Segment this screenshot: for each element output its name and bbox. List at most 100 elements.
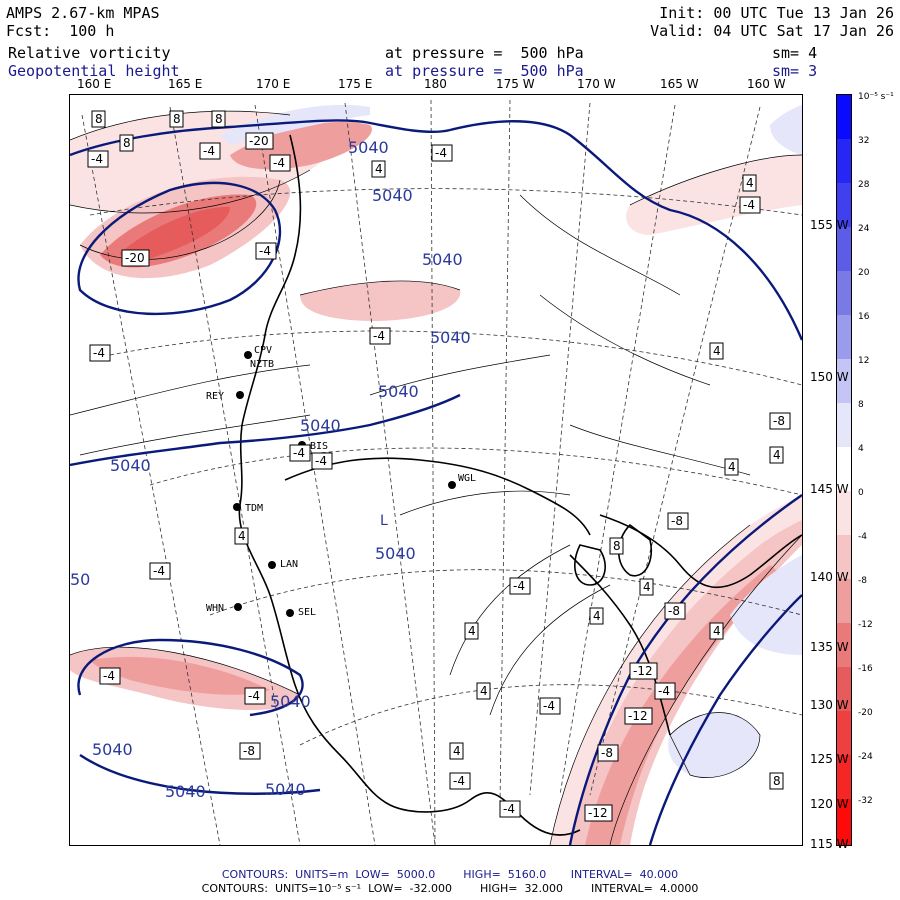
height-label: 5040 — [378, 382, 419, 401]
vort-label-box — [709, 342, 724, 360]
vort-label: -4 — [499, 800, 521, 818]
meridian — [344, 102, 436, 845]
meridian — [254, 104, 376, 845]
vort-label: -20 — [121, 249, 150, 267]
vort-label: 8 — [91, 110, 106, 128]
lat-label: 140 W — [810, 570, 849, 584]
vort-label: 4 — [234, 527, 249, 545]
vort-label-text: -4 — [543, 699, 555, 713]
vort-label-text: 4 — [773, 448, 781, 462]
station-label: CPV — [254, 345, 272, 356]
lon-label: 170 W — [577, 77, 616, 91]
station-dot — [448, 481, 456, 489]
vort-contour — [519, 194, 681, 296]
lon-label: 180 — [424, 77, 447, 91]
station-markers: CPV NZTB REY BIS TDM LAN WHN SEL WGL — [206, 345, 476, 618]
vort-label-box — [539, 697, 561, 715]
height-label: 5040 — [270, 692, 311, 711]
vort-label-text: 4 — [593, 609, 601, 623]
vort-label-box — [639, 578, 654, 596]
colorbar-tick: 16 — [858, 312, 870, 322]
vort-label: -4 — [149, 562, 171, 580]
vort-label-text: 4 — [746, 176, 754, 190]
colorbar-tick: -4 — [858, 532, 867, 542]
meridian — [430, 99, 436, 845]
station-label: REY — [206, 391, 224, 402]
vort-label-text: -8 — [773, 414, 785, 428]
vort-label: 4 — [449, 742, 464, 760]
height-label: 5040 — [375, 544, 416, 563]
lat-label: 125 W — [810, 752, 849, 766]
lon-label: 160 E — [77, 77, 112, 91]
vort-label-box — [464, 622, 479, 640]
vort-contour — [549, 524, 751, 845]
vort-label-box — [371, 160, 386, 178]
vort-label-text: -4 — [248, 689, 260, 703]
vort-label: 4 — [742, 174, 757, 192]
field2-level: at pressure = 500 hPa — [385, 62, 584, 80]
vort-label-text: -4 — [373, 329, 385, 343]
colorbar-tick: 24 — [858, 224, 870, 234]
vort-label: -4 — [99, 667, 121, 685]
vort-label-text: -4 — [743, 198, 755, 212]
vort-fill-positive — [668, 712, 760, 778]
height-contour — [79, 754, 321, 795]
vort-label-text: -8 — [671, 514, 683, 528]
vort-label: -4 — [739, 196, 761, 214]
vort-label-box — [664, 602, 686, 620]
vort-contour — [70, 646, 301, 696]
vort-label: -8 — [769, 412, 791, 430]
vort-label: -4 — [289, 444, 311, 462]
vort-label: -8 — [667, 512, 689, 530]
vort-label-box — [121, 249, 150, 267]
vort-contour — [569, 424, 751, 476]
colorbar-segment — [837, 447, 851, 491]
parallel — [109, 330, 802, 386]
vort-label: 4 — [769, 446, 784, 464]
field2-name: Geopotential height — [8, 62, 180, 80]
height-label: 5040 — [422, 250, 463, 269]
vort-contour — [79, 414, 311, 456]
vort-label-text: 8 — [773, 774, 781, 788]
vorticity-shading — [70, 104, 802, 845]
vort-label-text: -4 — [273, 156, 285, 170]
graticule — [81, 99, 802, 845]
lat-label: 145 W — [810, 482, 849, 496]
height-label: 5040 — [430, 328, 471, 347]
vort-fill-negative — [90, 656, 270, 695]
colorbar-tick: -8 — [858, 576, 867, 586]
model-title: AMPS 2.67-km MPAS — [6, 4, 160, 22]
vort-label-text: 4 — [713, 344, 721, 358]
vort-label-box — [654, 682, 676, 700]
vort-fill-negative — [585, 565, 782, 845]
colorbar-segment — [837, 755, 851, 799]
vort-label-box — [87, 150, 109, 168]
vort-label-box — [509, 577, 531, 595]
field1-level: at pressure = 500 hPa — [385, 44, 584, 62]
height-label: 5040 — [300, 416, 341, 435]
vort-label-text: 4 — [728, 460, 736, 474]
vort-label-text: -8 — [668, 604, 680, 618]
lat-label: 120 W — [810, 797, 849, 811]
vort-label: -4 — [654, 682, 676, 700]
vort-label-box — [244, 687, 266, 705]
vort-label-box — [234, 527, 249, 545]
height-contour — [70, 393, 461, 467]
height-label: 50 — [70, 570, 90, 589]
colorbar-tick: -12 — [858, 620, 873, 630]
vort-label: -4 — [449, 772, 471, 790]
coastline — [238, 134, 802, 836]
colorbar-tick: -32 — [858, 796, 873, 806]
vort-label-text: -20 — [125, 251, 145, 265]
vort-contour — [399, 490, 571, 516]
vort-fill-negative — [230, 121, 372, 170]
vort-label-box — [724, 458, 739, 476]
vort-label: -8 — [664, 602, 686, 620]
vort-label-text: -12 — [588, 806, 608, 820]
height-contour — [449, 120, 802, 341]
vort-contour — [609, 534, 802, 845]
vort-label: 4 — [464, 622, 479, 640]
vort-label-box — [597, 744, 619, 762]
colorbar — [836, 94, 852, 846]
vort-fill-positive — [730, 555, 802, 655]
